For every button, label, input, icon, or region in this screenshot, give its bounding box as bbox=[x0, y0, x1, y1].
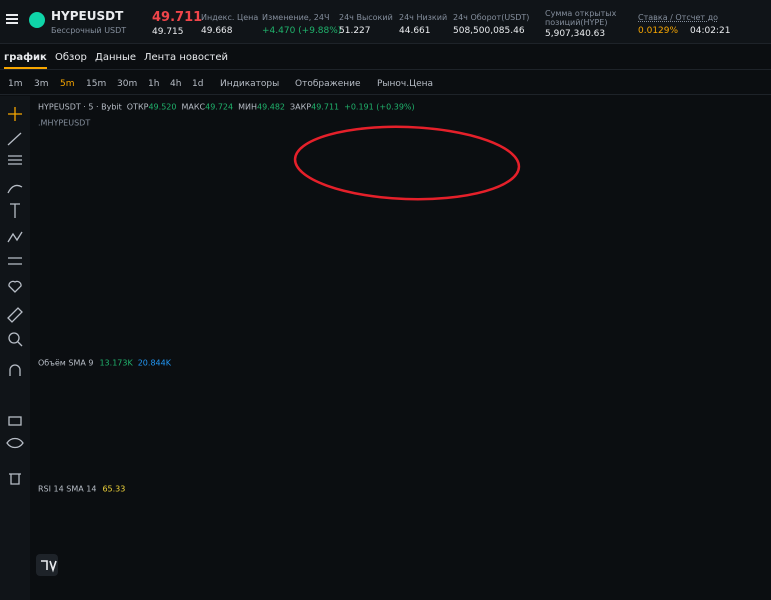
symbol[interactable]: HYPEUSDT bbox=[51, 9, 124, 23]
drawing-toolbar bbox=[0, 96, 30, 600]
legend-key: ОТКР bbox=[127, 103, 149, 112]
volume-value: 20.844K bbox=[138, 359, 172, 368]
interval[interactable]: 1m bbox=[8, 79, 23, 89]
chart: HYPEUSDT · 5 · Bybit ОТКР 49.520 МАКС 49.724… bbox=[0, 96, 521, 600]
stat-label: Сумма открытых позиций(HYPE) bbox=[545, 9, 617, 27]
rsi-title: RSI 14 SMA 14 bbox=[38, 485, 96, 494]
funding-label: Ставка / Отсчет до bbox=[638, 13, 719, 22]
stat-label: 24ч Высокий bbox=[339, 13, 393, 22]
stat-value: 49.668 bbox=[201, 26, 233, 36]
interval[interactable]: 15m bbox=[86, 79, 107, 89]
legend-key: МАКС bbox=[181, 103, 205, 112]
funding-countdown: 04:02:21 bbox=[690, 26, 731, 36]
menu-icon[interactable] bbox=[6, 14, 18, 16]
stat-label: 24ч Низкий bbox=[399, 13, 448, 22]
contract-type: Бессрочный USDT bbox=[51, 26, 127, 35]
legend-value: 49.482 bbox=[257, 103, 285, 112]
stat-value: 51.227 bbox=[339, 26, 371, 36]
legend-key: МИН bbox=[238, 103, 257, 112]
tradingview-logo bbox=[36, 554, 58, 576]
stat-value: 5,907,340.63 bbox=[545, 29, 606, 39]
legend-change: +0.191 (+0.39%) bbox=[344, 103, 415, 112]
labels: HYPEUSDT · 5 · Bybit ОТКР 49.520 МАКС 49.724… bbox=[38, 103, 415, 494]
legend-value: 49.520 bbox=[148, 103, 176, 112]
legend-value: 49.724 bbox=[205, 103, 233, 112]
tab[interactable]: Обзор bbox=[55, 52, 87, 63]
toolbar-button[interactable]: Индикаторы bbox=[220, 79, 280, 89]
interval[interactable]: 1h bbox=[148, 79, 160, 89]
stat-value: +4.470 (+9.88%) bbox=[262, 26, 342, 36]
funding-rate: 0.0129% bbox=[638, 26, 679, 36]
last-price: 49.711 bbox=[152, 10, 203, 25]
stat-value: 44.661 bbox=[399, 26, 431, 36]
toolbar-button[interactable]: Отображение bbox=[295, 79, 361, 89]
interval[interactable]: 4h bbox=[170, 79, 182, 89]
volume-title: Объём SMA 9 bbox=[38, 359, 93, 368]
coin-icon bbox=[29, 12, 45, 28]
annotation-circle bbox=[293, 125, 521, 201]
stat-label: 24ч Оборот(USDT) bbox=[453, 13, 530, 22]
interval[interactable]: 3m bbox=[34, 79, 49, 89]
interval[interactable]: 30m bbox=[117, 79, 138, 89]
tab[interactable]: график bbox=[4, 52, 47, 69]
legend-title: HYPEUSDT · 5 · Bybit bbox=[38, 103, 122, 112]
toolbar: 1m 3m 5m 15m 30m 1h 4h 1d Индикаторы Отображение Р… bbox=[0, 73, 771, 95]
interval[interactable]: 5m bbox=[60, 79, 75, 89]
rsi-value: 65.33 bbox=[102, 485, 125, 494]
drawing-tools[interactable] bbox=[6, 107, 24, 485]
legend-value: 49.711 bbox=[311, 103, 339, 112]
volume-sma: 13.173K bbox=[99, 359, 133, 368]
interval[interactable]: 1d bbox=[192, 79, 204, 89]
legend-key: ЗАКР bbox=[290, 103, 311, 112]
header: HYPEUSDT Бессрочный USDT 49.711 49.715 И… bbox=[0, 0, 771, 44]
toolbar-button[interactable]: Рыноч.Цена bbox=[377, 79, 434, 89]
tab[interactable]: Данные bbox=[95, 52, 137, 63]
index-symbol: .MHYPEUSDT bbox=[38, 119, 90, 128]
mark-price: 49.715 bbox=[152, 27, 184, 37]
stat-label: Индекс. Цена bbox=[201, 13, 259, 22]
tab[interactable]: Лента новостей bbox=[144, 52, 228, 63]
stat-label: Изменение, 24Ч bbox=[262, 13, 330, 22]
tabs: график Обзор Данные Лента новостей bbox=[0, 46, 771, 70]
stat-value: 508,500,085.46 bbox=[453, 26, 525, 36]
